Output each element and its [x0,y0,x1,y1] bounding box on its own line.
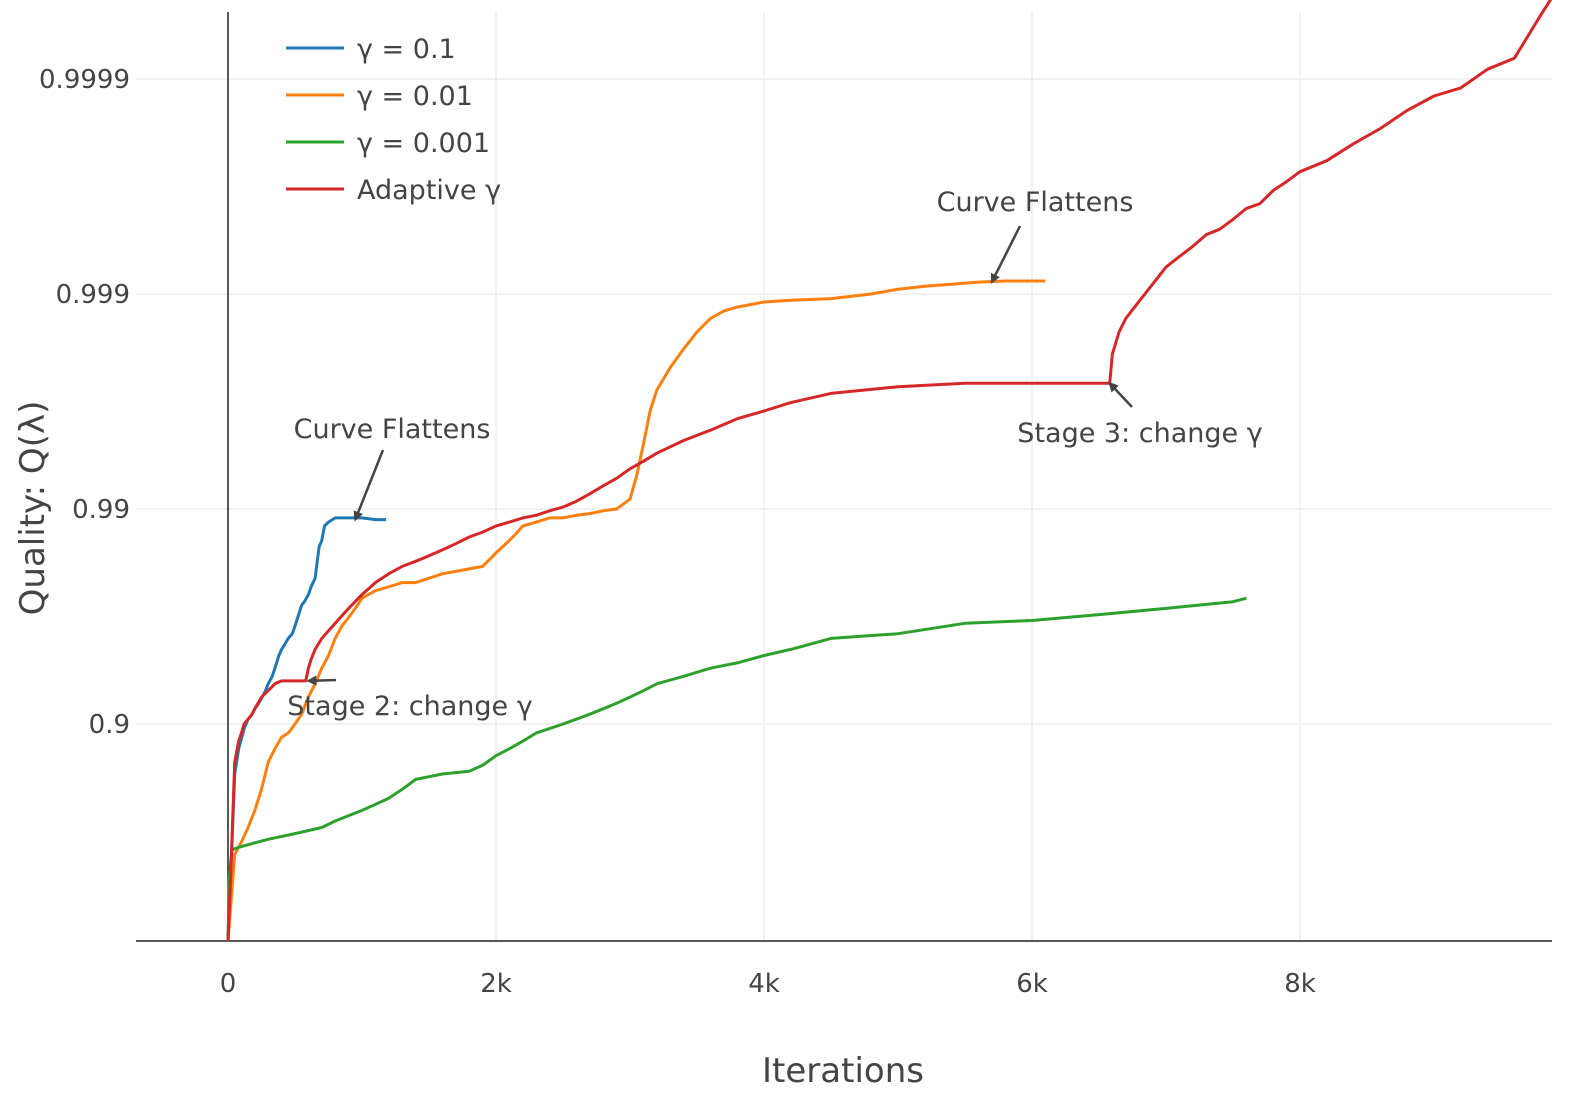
y-tick-label: 0.99 [72,495,130,525]
legend[interactable]: γ = 0.1 γ = 0.01 γ = 0.001 Adaptive γ [286,34,501,206]
legend-item[interactable]: γ = 0.1 [286,34,456,65]
annotation-label: Curve Flattens [937,187,1134,218]
series-layer [226,0,1555,942]
x-tick-label: 2k [480,969,512,999]
legend-label: γ = 0.1 [357,34,456,65]
annotation-label: Stage 2: change γ [287,691,532,722]
annotation-layer: Curve Flattens Stage 2: change γ Curve Fla… [287,187,1262,722]
x-axis-title: Iterations [762,1051,924,1091]
series-line-3[interactable] [226,596,1247,942]
y-tick-label: 0.9 [89,710,130,740]
annotation-arrow [990,225,1022,284]
legend-item[interactable]: γ = 0.01 [286,81,473,112]
x-tick-label: 4k [748,969,780,999]
series-line-1[interactable] [226,516,387,942]
legend-item[interactable]: γ = 0.001 [286,128,490,159]
annotation-arrow [353,449,385,522]
gridlines [136,12,1552,941]
legend-label: γ = 0.01 [357,81,473,112]
annotation-label: Curve Flattens [294,414,491,445]
y-axis-title: Quality: Q(λ) [13,401,53,616]
annotation-label: Stage 3: change γ [1017,418,1262,449]
annotation-arrow [1108,381,1133,408]
series-line-4[interactable] [226,0,1555,942]
legend-label: γ = 0.001 [357,128,490,159]
x-tick-label: 0 [220,969,237,999]
legend-label: Adaptive γ [357,175,501,206]
x-tick-label: 8k [1284,969,1316,999]
axes [136,12,1552,942]
annotation-arrow [306,675,337,686]
y-tick-label: 0.999 [56,280,130,310]
x-tick-label: 6k [1016,969,1048,999]
series-line-2[interactable] [226,279,1046,942]
legend-item[interactable]: Adaptive γ [286,175,501,206]
y-tick-label: 0.9999 [39,65,130,95]
